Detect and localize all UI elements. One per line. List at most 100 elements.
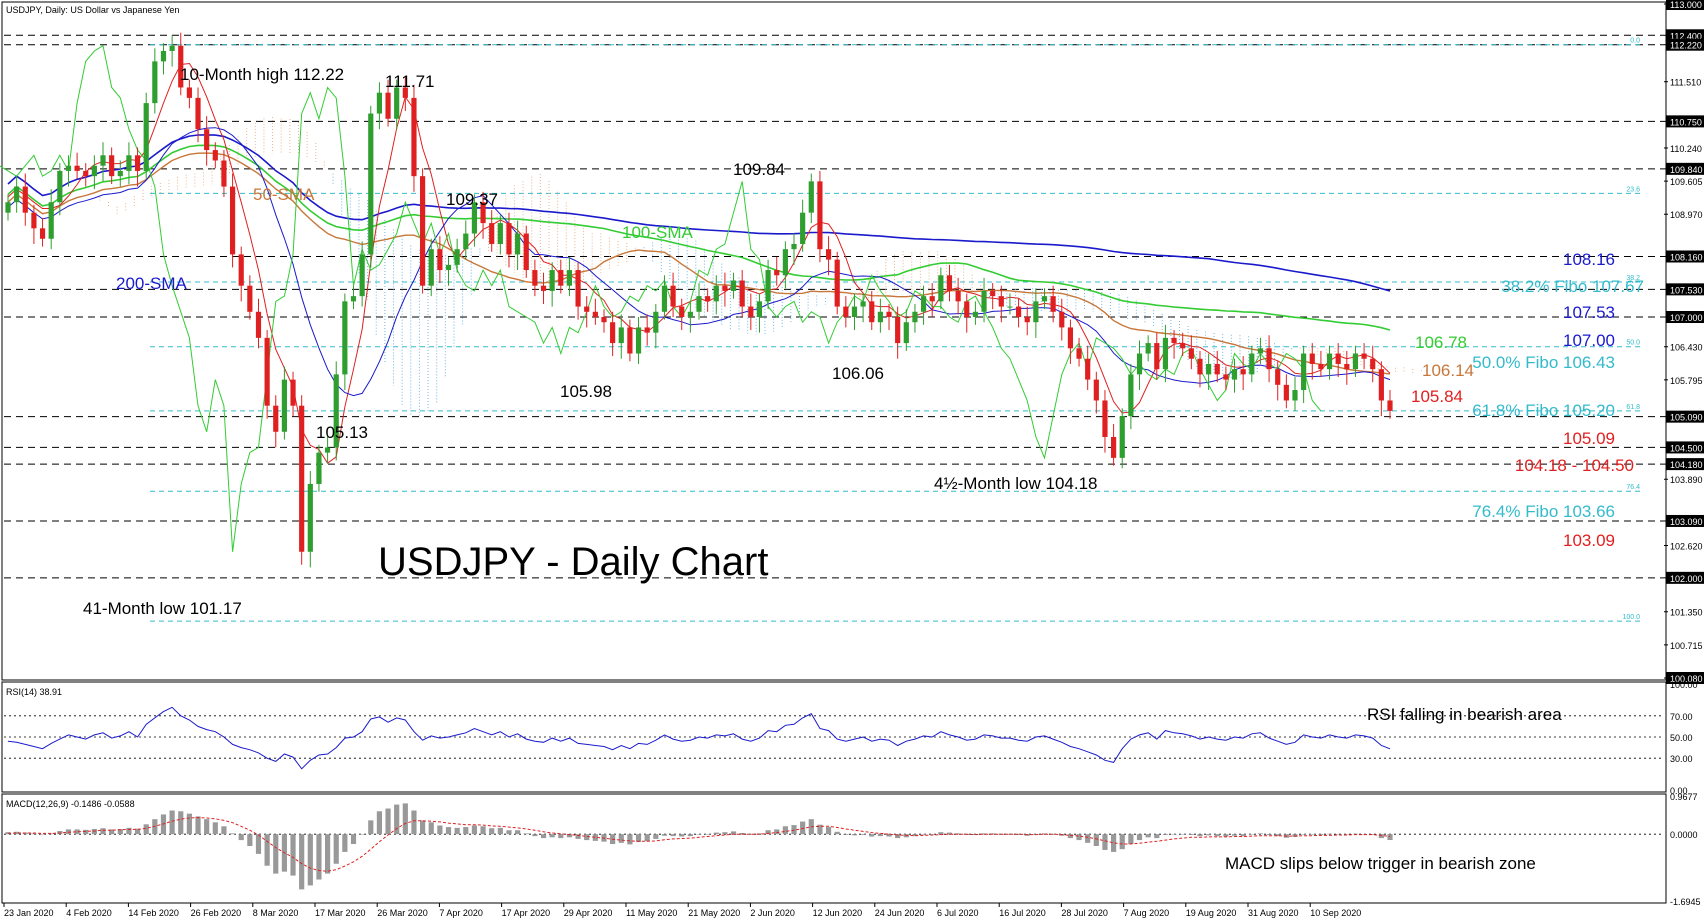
candle-body [385, 92, 391, 119]
candle-body [1136, 353, 1143, 375]
macd-bar [238, 834, 244, 841]
macd-bar [1335, 834, 1341, 835]
candle-body [1154, 343, 1160, 370]
annotation-41m-low: 41-Month low 101.17 [83, 599, 242, 618]
price-tick-highlight [1666, 0, 1704, 10]
macd-bar [834, 831, 840, 835]
macd-bar [39, 834, 46, 835]
date-label: 16 Jul 2020 [999, 908, 1046, 918]
macd-bar [782, 826, 788, 835]
annotation-106-06: 106.06 [832, 364, 884, 383]
date-label: 11 May 2020 [626, 908, 677, 918]
macd-bar [1188, 834, 1194, 835]
candle-body [1266, 348, 1272, 370]
candle-body [886, 311, 892, 318]
candle-body [653, 311, 659, 333]
candle-body [1050, 296, 1056, 312]
candle-body [1318, 363, 1324, 370]
macd-bar [765, 830, 771, 835]
date-label: 28 Jul 2020 [1061, 908, 1108, 918]
price-tick-label: 100.080 [1670, 674, 1703, 684]
macd-bar [1145, 834, 1151, 838]
rsi-panel: 100.00 70.00 50.00 30.00 0.00 [4, 680, 1698, 796]
candle-body [238, 254, 244, 286]
macd-bar [437, 825, 443, 835]
macd-bar [592, 834, 598, 841]
macd-bar [869, 834, 875, 837]
macd-bar [1041, 833, 1048, 835]
macd-bar [402, 803, 408, 835]
date-label: 8 Mar 2020 [253, 908, 299, 918]
macd-bar [342, 834, 348, 852]
candle-body [1067, 327, 1074, 349]
candle-body [1344, 363, 1350, 370]
fibo-levels: 0.0 23.6 38.2 50.0 61.8 76.4 100.0 [150, 38, 1640, 622]
price-tick-highlight [1666, 571, 1704, 584]
date-label: 2 Jun 2020 [750, 908, 795, 918]
macd-bar [376, 811, 383, 835]
macd-bar [178, 811, 184, 835]
fibo-pct-label: 76.4 [1626, 484, 1640, 491]
annotation-109-84: 109.84 [733, 160, 785, 179]
macd-note: MACD slips below trigger in bearish zone [1225, 854, 1536, 873]
candle-body [489, 223, 495, 244]
candle-body [817, 181, 823, 250]
candle-body [895, 317, 901, 344]
macd-bar [644, 834, 650, 842]
date-label: 24 Jun 2020 [875, 908, 925, 918]
sma50-label: 50-SMA [253, 185, 315, 204]
candle-body [333, 374, 339, 448]
price-tick-highlight [1666, 283, 1704, 296]
fibo-pct-label: 61.8 [1626, 404, 1640, 411]
candle-body [204, 129, 210, 151]
date-label: 26 Feb 2020 [191, 908, 242, 918]
macd-bar [411, 810, 417, 835]
price-tick-label: 111.510 [1670, 78, 1701, 88]
candle-body [1301, 353, 1307, 391]
macd-bar [653, 834, 659, 839]
price-tick-label: 102.620 [1670, 541, 1703, 551]
candle-body [1231, 369, 1238, 380]
candle-body [152, 61, 158, 104]
candle-body [178, 45, 184, 88]
macd-bar [134, 828, 141, 835]
candle-body [756, 301, 763, 318]
macd-bar [169, 810, 175, 835]
candle-body [635, 327, 642, 354]
fibo-pct-label: 23.6 [1626, 186, 1640, 193]
macd-bar [584, 834, 590, 841]
date-label: 14 Feb 2020 [128, 908, 179, 918]
candle-body [480, 202, 486, 224]
macd-bar [774, 829, 780, 835]
date-label: 7 Aug 2020 [1124, 908, 1170, 918]
candle-body [376, 92, 383, 114]
candle-body [661, 285, 668, 312]
macd-bar [126, 827, 132, 835]
price-tick-label: 105.795 [1670, 376, 1703, 386]
macd-bar [886, 834, 892, 837]
macd-bar [195, 816, 201, 835]
macd-bar [661, 834, 668, 836]
macd-bar [679, 834, 685, 837]
macd-bar [350, 834, 357, 845]
macd-bar [489, 828, 495, 835]
date-axis: 23 Jan 2020 4 Feb 2020 14 Feb 2020 26 Feb 2… [3, 903, 1361, 918]
price-panel-frame [1, 1, 1667, 681]
annotation-105-98: 105.98 [560, 382, 612, 401]
candle-body [929, 296, 935, 302]
macd-bar [817, 824, 823, 835]
macd-bar [497, 827, 503, 835]
macd-bar [420, 820, 426, 835]
candle-body [618, 327, 624, 344]
candle-body [1275, 369, 1281, 385]
candle-body [506, 223, 512, 255]
candle-body [1015, 306, 1022, 318]
candle-body [169, 45, 175, 51]
date-label: 31 Aug 2020 [1248, 908, 1299, 918]
date-label: 6 Jul 2020 [937, 908, 979, 918]
candle-body [100, 155, 106, 166]
macd-bar [532, 834, 538, 837]
macd-bar [1136, 834, 1143, 841]
date-label: 26 Mar 2020 [377, 908, 428, 918]
